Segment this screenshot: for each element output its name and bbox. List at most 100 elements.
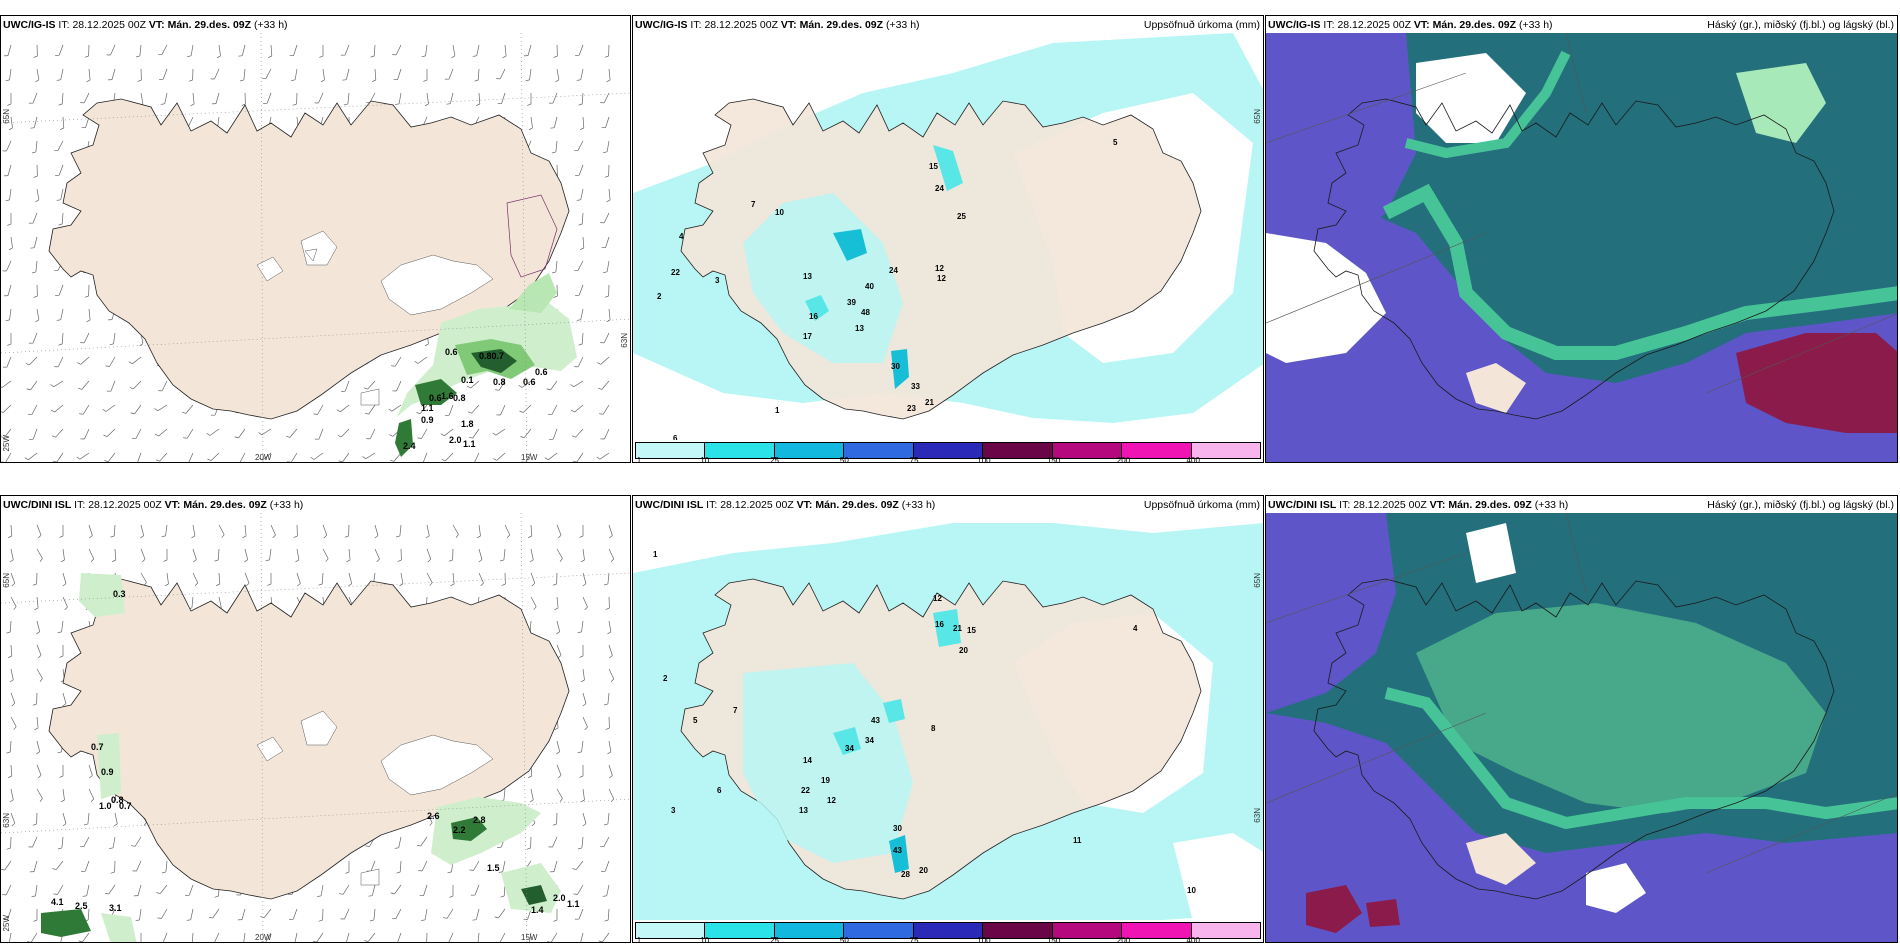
wind-barb [190,908,194,920]
wind-value: 0.1 [461,375,474,385]
wind-precip-shading [41,573,561,942]
wind-barb [320,884,324,896]
wind-value: 2.0 [449,435,462,445]
wind-barb-tick [603,703,608,706]
wind-barb [529,68,532,80]
wind-barb [88,308,91,320]
wind-barb [88,68,91,80]
precip-value: 30 [893,824,902,833]
precip-value: 12 [933,594,942,603]
colorbar-swatch [774,923,845,938]
wind-barb-tick [371,79,376,83]
wind-barb [161,44,168,55]
wind-barb-tick [557,654,562,659]
wind-value: 1.1 [421,403,434,413]
wind-barb [396,380,402,392]
precip-value: 48 [861,308,870,317]
wind-barb [164,92,168,104]
wind-barb [217,548,220,561]
wind-barb [140,524,145,536]
wind-barb-tick [190,103,195,107]
wind-barb-tick [527,535,532,539]
colorbar-label: 1 [636,936,642,943]
wind-barb-tick [451,55,456,59]
wind-barb-tick [7,775,12,779]
wind-barb [9,188,12,200]
wind-barb-tick [297,583,301,587]
wind-barb-tick [135,55,140,58]
wind-barb-tick [191,535,196,539]
precip-map: 12 16 21 15 20 34 34 43 14 22 19 13 12 3… [633,513,1263,922]
wind-barb-tick [579,775,584,778]
precip-value: 1 [653,550,658,559]
wind-barb [548,452,558,461]
wind-barb-tick [76,456,81,460]
wind-barb [218,596,222,608]
wind-barb-tick [27,941,32,942]
wind-barb-tick [417,437,422,439]
wind-barb [113,332,116,344]
wind-barb [244,524,247,536]
lon-label: 15W [521,933,538,942]
wind-barb-tick [234,436,239,439]
wind-barb [391,404,402,412]
colorbar-swatch [913,923,984,938]
wind-barb [292,908,298,920]
wind-barb [603,332,610,344]
cloud-deep-area [1736,333,1897,433]
wind-barb-tick [599,845,604,848]
wind-barb-tick [37,774,42,779]
wind-barb-tick [51,435,56,438]
wind-value: 2.0 [553,893,566,903]
wind-barb-tick [603,271,608,273]
wind-barb [420,836,428,847]
wind-barb-tick [110,871,115,874]
wind-barb-tick [287,893,292,896]
wind-barb [10,668,14,680]
clear-area [1466,523,1516,583]
wind-barb [574,404,584,413]
wind-barb [9,740,12,753]
wind-barb-tick [389,434,393,437]
precip-value: 3 [671,806,676,815]
wind-value: 1.0 [99,801,112,811]
wind-barb [577,140,584,151]
wind-barb [474,452,480,462]
wind-barb-tick [397,559,402,562]
precip-value: 4 [1133,624,1138,633]
wind-barb [10,644,13,657]
cloud-low-area [1266,713,1897,942]
wind-value: 1.6 [441,391,454,401]
precip-value: 34 [845,744,854,753]
wind-barb [318,92,324,104]
clear-area [1266,233,1386,363]
wind-barb-tick [26,388,31,391]
wind-barb-tick [343,103,348,106]
wind-barb-tick [32,583,37,586]
lon-label: 20W [255,933,272,942]
cloud-high-band [1382,183,1897,360]
wind-barb [212,908,220,919]
wind-barb-tick [141,558,146,563]
wind-barb [421,428,428,439]
wind-barb [7,284,12,296]
wind-barb-tick [604,55,609,58]
wind-barb [603,92,610,104]
wind-barb [30,932,38,942]
wind-value: 2.4 [403,441,416,451]
wind-barb-tick [30,127,35,129]
wind-barb-tick [57,751,62,754]
wind-barb-tick [25,363,30,366]
wind-barb-tick [495,389,500,391]
wind-barb-tick [244,559,248,563]
wind-value: 0.9 [101,767,114,777]
wind-barb [530,572,536,584]
precip-value: 6 [673,434,678,442]
wind-barb-tick [111,559,116,563]
precip-value: 7 [733,706,738,715]
wind-barb [556,596,559,608]
wind-barb [159,884,168,894]
wind-barb-tick [429,822,433,826]
wind-barb-tick [551,151,556,154]
wind-barb [582,788,585,800]
